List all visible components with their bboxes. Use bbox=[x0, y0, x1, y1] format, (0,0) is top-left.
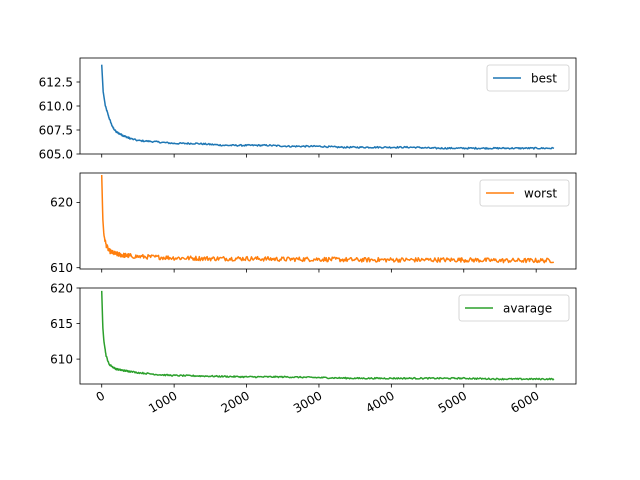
legend-label: avarage bbox=[503, 301, 552, 315]
series-line-best bbox=[100, 64, 555, 150]
legend: avarage bbox=[458, 294, 570, 322]
y-tick-label: 615 bbox=[50, 317, 73, 331]
y-tick-label: 605.0 bbox=[39, 147, 73, 161]
series-line-worst bbox=[100, 174, 555, 264]
y-tick-label: 610 bbox=[50, 352, 73, 366]
chart-panel-3: 610 615 620 0 1000 2000 3000 4000 5000 6000 avarag… bbox=[50, 281, 577, 416]
legend-label: worst bbox=[524, 186, 557, 200]
legend-box bbox=[486, 64, 570, 92]
legend: best bbox=[486, 64, 570, 92]
legend-box bbox=[458, 294, 570, 322]
x-tick-label: 3000 bbox=[291, 388, 324, 415]
series-line-avarage bbox=[100, 290, 555, 381]
axes-frame bbox=[79, 172, 577, 270]
x-tick-label: 0 bbox=[94, 388, 108, 404]
chart-panel-2: 610 620 worst bbox=[50, 172, 577, 275]
legend: worst bbox=[479, 179, 570, 207]
y-tick-label: 607.5 bbox=[39, 123, 73, 137]
x-tick-label: 2000 bbox=[219, 388, 252, 415]
x-tick-label: 1000 bbox=[146, 388, 179, 415]
y-tick-label: 612.5 bbox=[39, 75, 73, 89]
legend-label: best bbox=[531, 71, 557, 85]
y-tick-label: 610 bbox=[50, 261, 73, 275]
y-tick-label: 620 bbox=[50, 281, 73, 295]
y-tick-label: 610.0 bbox=[39, 99, 73, 113]
legend-box bbox=[479, 179, 570, 207]
axes-frame bbox=[79, 287, 577, 385]
x-tick-label: 4000 bbox=[363, 388, 396, 415]
x-tick-label: 5000 bbox=[436, 388, 469, 415]
chart-panel-1: 605.0 607.5 610.0 612.5 best bbox=[39, 57, 577, 161]
y-tick-label: 620 bbox=[50, 196, 73, 210]
x-tick-label: 6000 bbox=[508, 388, 541, 415]
